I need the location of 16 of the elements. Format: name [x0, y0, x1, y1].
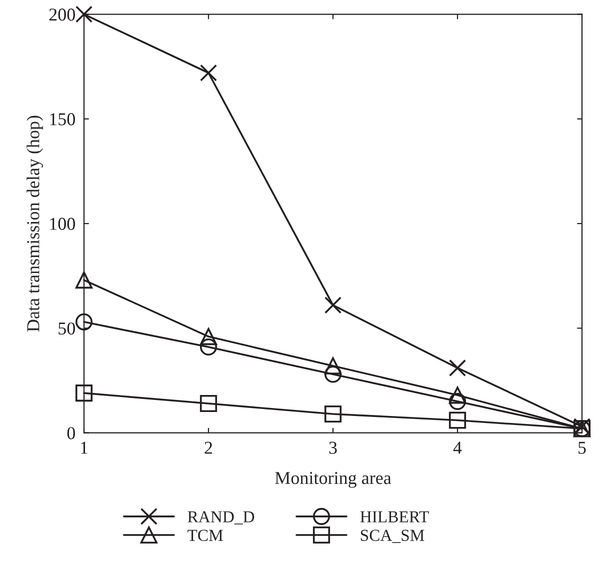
x-axis-title: Monitoring area	[275, 472, 392, 488]
y-tick-label: 50	[58, 322, 75, 335]
x-tick-label: 5	[578, 442, 586, 454]
y-tick-label: 200	[49, 8, 75, 21]
legend-label: SCA_SM	[360, 530, 424, 543]
x-tick-label: 2	[204, 442, 212, 454]
y-tick-label: 100	[50, 218, 75, 230]
legend-label: RAND_D	[188, 511, 254, 524]
y-tick-label: 150	[50, 113, 75, 126]
y-tick-label: 0	[67, 427, 75, 440]
x-tick-label: 3	[329, 442, 337, 454]
y-axis-title: Data transmission delay (hop)	[26, 116, 44, 332]
x-tick-label: 1	[81, 442, 88, 454]
legend-label: HILBERT	[360, 511, 429, 522]
x-tick-label: 4	[453, 442, 462, 454]
legend-label: TCM	[188, 530, 223, 541]
